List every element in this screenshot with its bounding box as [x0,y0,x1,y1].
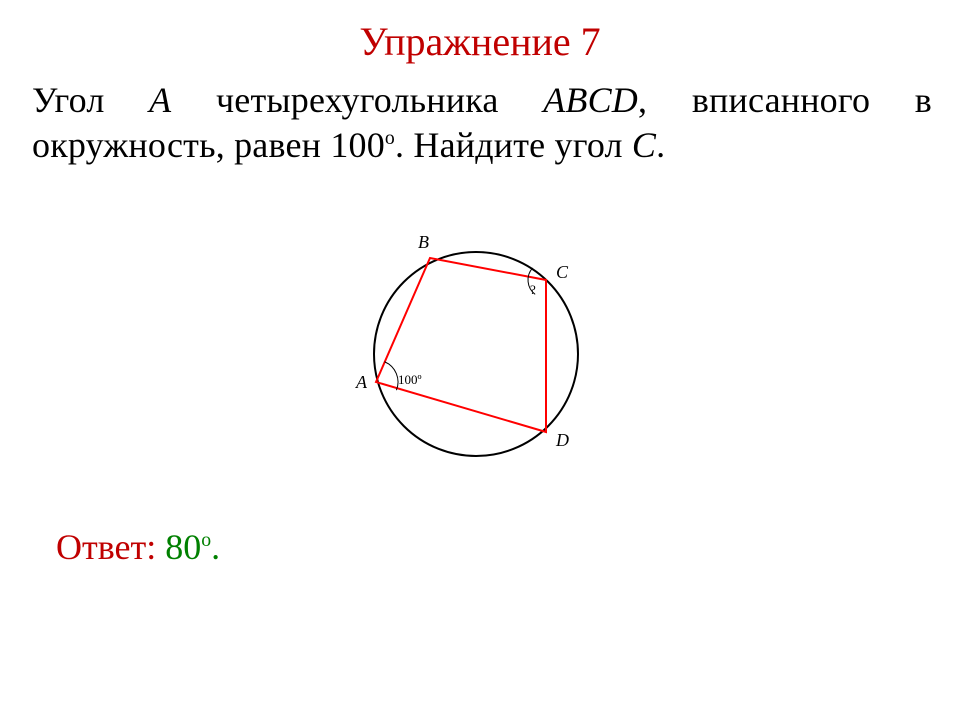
figure-svg: A B C D 100º? [326,224,626,474]
answer-label: Ответ: [56,527,165,567]
svg-text:D: D [555,430,569,450]
problem-text: Угол A четырехугольника ABCD, вписанного… [32,78,932,168]
var-abcd: ABCD [543,80,638,120]
var-a: A [149,80,171,120]
problem-mid1: четырехугольника [171,80,543,120]
svg-text:A: A [355,372,368,392]
svg-text:100º: 100º [398,372,422,387]
problem-mid3: . Найдите угол [395,125,632,165]
answer-deg: о [201,529,211,551]
svg-text:B: B [418,232,429,252]
var-c: C [632,125,656,165]
answer-value: 80 [165,527,201,567]
deg-1: о [385,127,395,149]
page-title: Упражнение 7 [0,18,960,65]
svg-text:?: ? [530,282,536,297]
answer: Ответ: 80о. [56,526,220,568]
problem-suffix: . [656,125,665,165]
problem-prefix: Угол [32,80,149,120]
svg-text:C: C [556,262,569,282]
answer-punct: . [211,527,220,567]
figure: A B C D 100º? [326,224,626,474]
